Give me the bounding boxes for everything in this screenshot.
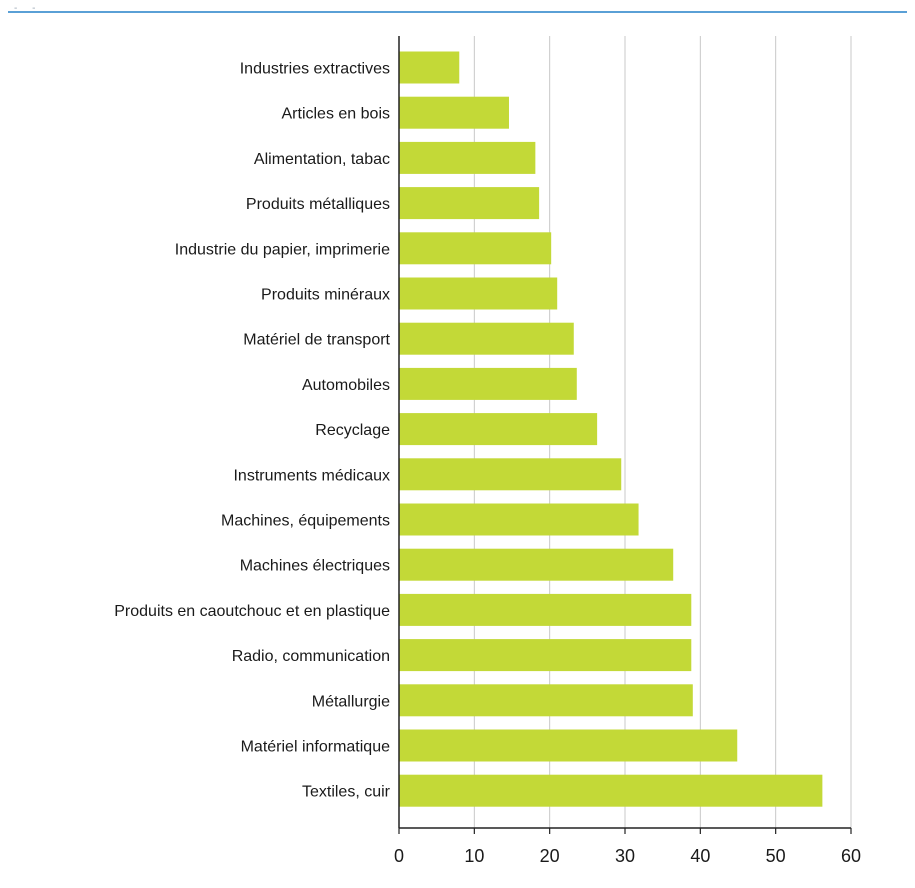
bar [399, 96, 509, 129]
category-label: Métallurgie [312, 693, 390, 710]
x-tick-label: 30 [615, 846, 635, 866]
category-label: Machines, équipements [221, 513, 390, 530]
bar [399, 322, 574, 355]
bar [399, 232, 552, 265]
category-label: Produits en caoutchouc et en plastique [114, 603, 390, 620]
category-label: Textiles, cuir [302, 784, 391, 801]
x-tick-label: 10 [464, 846, 484, 866]
bar [399, 503, 639, 536]
category-label: Radio, communication [232, 648, 390, 665]
top-rule [8, 11, 907, 13]
bar [399, 593, 692, 626]
axes [398, 36, 852, 834]
category-label: Matériel informatique [241, 739, 391, 756]
x-tick-labels: 0 10 20 30 40 50 60 [394, 846, 861, 866]
bar [399, 277, 558, 310]
bar [399, 639, 692, 672]
category-label: Instruments médicaux [233, 467, 390, 484]
category-label: Recyclage [315, 422, 390, 439]
bar [399, 458, 622, 491]
category-label: Alimentation, tabac [254, 151, 390, 168]
bar [399, 51, 460, 84]
bar [399, 774, 823, 807]
bar [399, 413, 598, 446]
x-tick-label: 50 [766, 846, 786, 866]
x-tick-label: 60 [841, 846, 861, 866]
category-label: Automobiles [302, 377, 390, 394]
bar [399, 684, 693, 717]
bars [399, 51, 823, 807]
category-labels: Industries extractives Articles en bois Al… [114, 61, 390, 801]
category-label: Produits minéraux [261, 287, 390, 304]
x-tick-label: 40 [690, 846, 710, 866]
category-label: Industrie du papier, imprimerie [175, 241, 390, 258]
x-tick-label: 20 [540, 846, 560, 866]
bar [399, 187, 540, 220]
category-label: Matériel de transport [243, 332, 390, 349]
category-label: Industries extractives [240, 61, 390, 78]
bar [399, 367, 577, 400]
category-label: Produits métalliques [246, 196, 390, 213]
bar [399, 729, 738, 762]
x-tick-label: 0 [394, 846, 404, 866]
bar [399, 141, 536, 174]
header-dots: - - [14, 3, 42, 14]
bar [399, 548, 674, 581]
category-label: Articles en bois [282, 106, 391, 123]
category-label: Machines électriques [240, 558, 390, 575]
